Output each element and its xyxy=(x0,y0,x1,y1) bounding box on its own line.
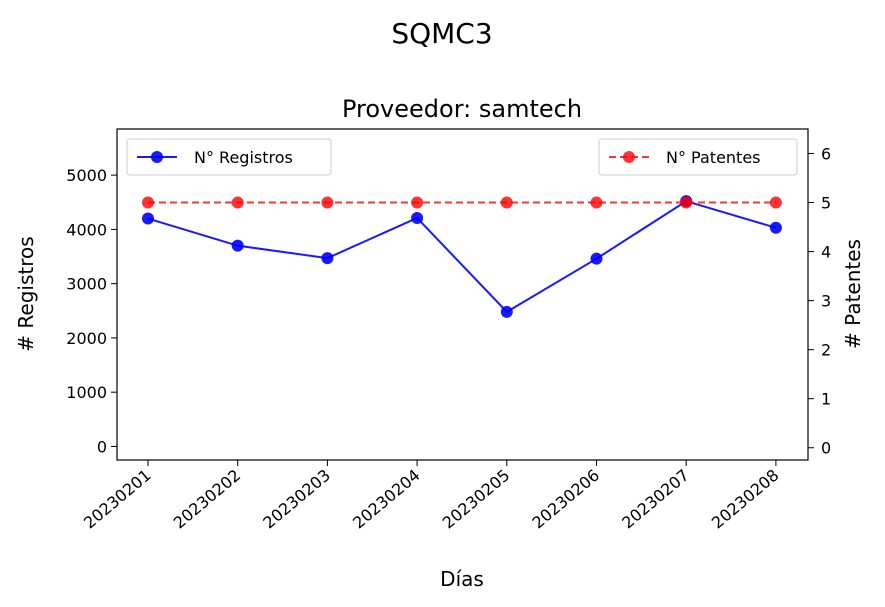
series-2-point xyxy=(500,196,513,209)
y-tick-label: 3000 xyxy=(66,275,107,294)
legend-right-marker xyxy=(623,151,635,163)
legend-right-label: N° Patentes xyxy=(666,148,761,167)
y2-tick-label: 6 xyxy=(821,145,831,164)
x-tick-label: 20230207 xyxy=(618,466,693,533)
series-2-point xyxy=(142,196,154,209)
series-2-point xyxy=(590,196,603,209)
series-1-point xyxy=(590,252,603,265)
legend-right: N° Patentes xyxy=(598,138,798,176)
series-2-point xyxy=(231,196,244,209)
y-ticks: 0 1000 2000 3000 4000 5000 xyxy=(66,166,117,456)
legend-left-label: N° Registros xyxy=(194,148,293,167)
legend-left: N° Registros xyxy=(126,138,332,176)
x-tick-label: 20230205 xyxy=(439,466,514,533)
y-tick-label: 4000 xyxy=(66,220,107,239)
series-1-point xyxy=(411,211,424,224)
y2-tick-label: 0 xyxy=(821,439,831,458)
y2-axis-label: # Patentes xyxy=(841,239,865,349)
x-tick-label: 20230203 xyxy=(259,466,334,533)
y2-tick-label: 3 xyxy=(821,292,831,311)
legend-left-marker xyxy=(151,151,163,163)
series-1-point xyxy=(142,212,154,225)
series-2-point xyxy=(411,196,424,209)
x-tick-label: 20230208 xyxy=(708,466,783,533)
y2-tick-label: 1 xyxy=(821,390,831,409)
series-2-point xyxy=(321,196,334,209)
y2-ticks: 0 1 2 3 4 5 6 xyxy=(808,145,831,458)
y2-tick-label: 2 xyxy=(821,341,831,360)
suptitle: SQMC3 xyxy=(391,17,492,50)
series-2-point xyxy=(680,196,693,209)
series-2-point xyxy=(769,196,782,209)
plot-area xyxy=(142,195,782,318)
y-axis-label: # Registros xyxy=(14,236,38,351)
y-tick-label: 1000 xyxy=(66,383,107,402)
x-tick-label: 20230202 xyxy=(170,466,245,533)
x-ticks: 20230201 20230202 20230203 20230204 20230205… xyxy=(80,460,782,532)
chart-title: Proveedor: samtech xyxy=(342,95,582,123)
series-1-point xyxy=(321,252,334,265)
y2-tick-label: 4 xyxy=(821,243,831,262)
x-tick-label: 20230204 xyxy=(349,466,424,533)
x-axis-label: Días xyxy=(440,567,484,591)
y2-tick-label: 5 xyxy=(821,194,831,213)
series-1-point xyxy=(500,305,513,318)
series-1-point xyxy=(231,239,244,252)
series-line-1 xyxy=(147,200,777,314)
axes-frame xyxy=(116,128,809,461)
x-tick-label: 20230206 xyxy=(528,466,603,533)
x-tick-label: 20230201 xyxy=(80,466,155,533)
y-tick-label: 0 xyxy=(97,437,107,456)
y-tick-label: 5000 xyxy=(66,166,107,185)
y-tick-label: 2000 xyxy=(66,329,107,348)
series-1-point xyxy=(769,221,782,234)
